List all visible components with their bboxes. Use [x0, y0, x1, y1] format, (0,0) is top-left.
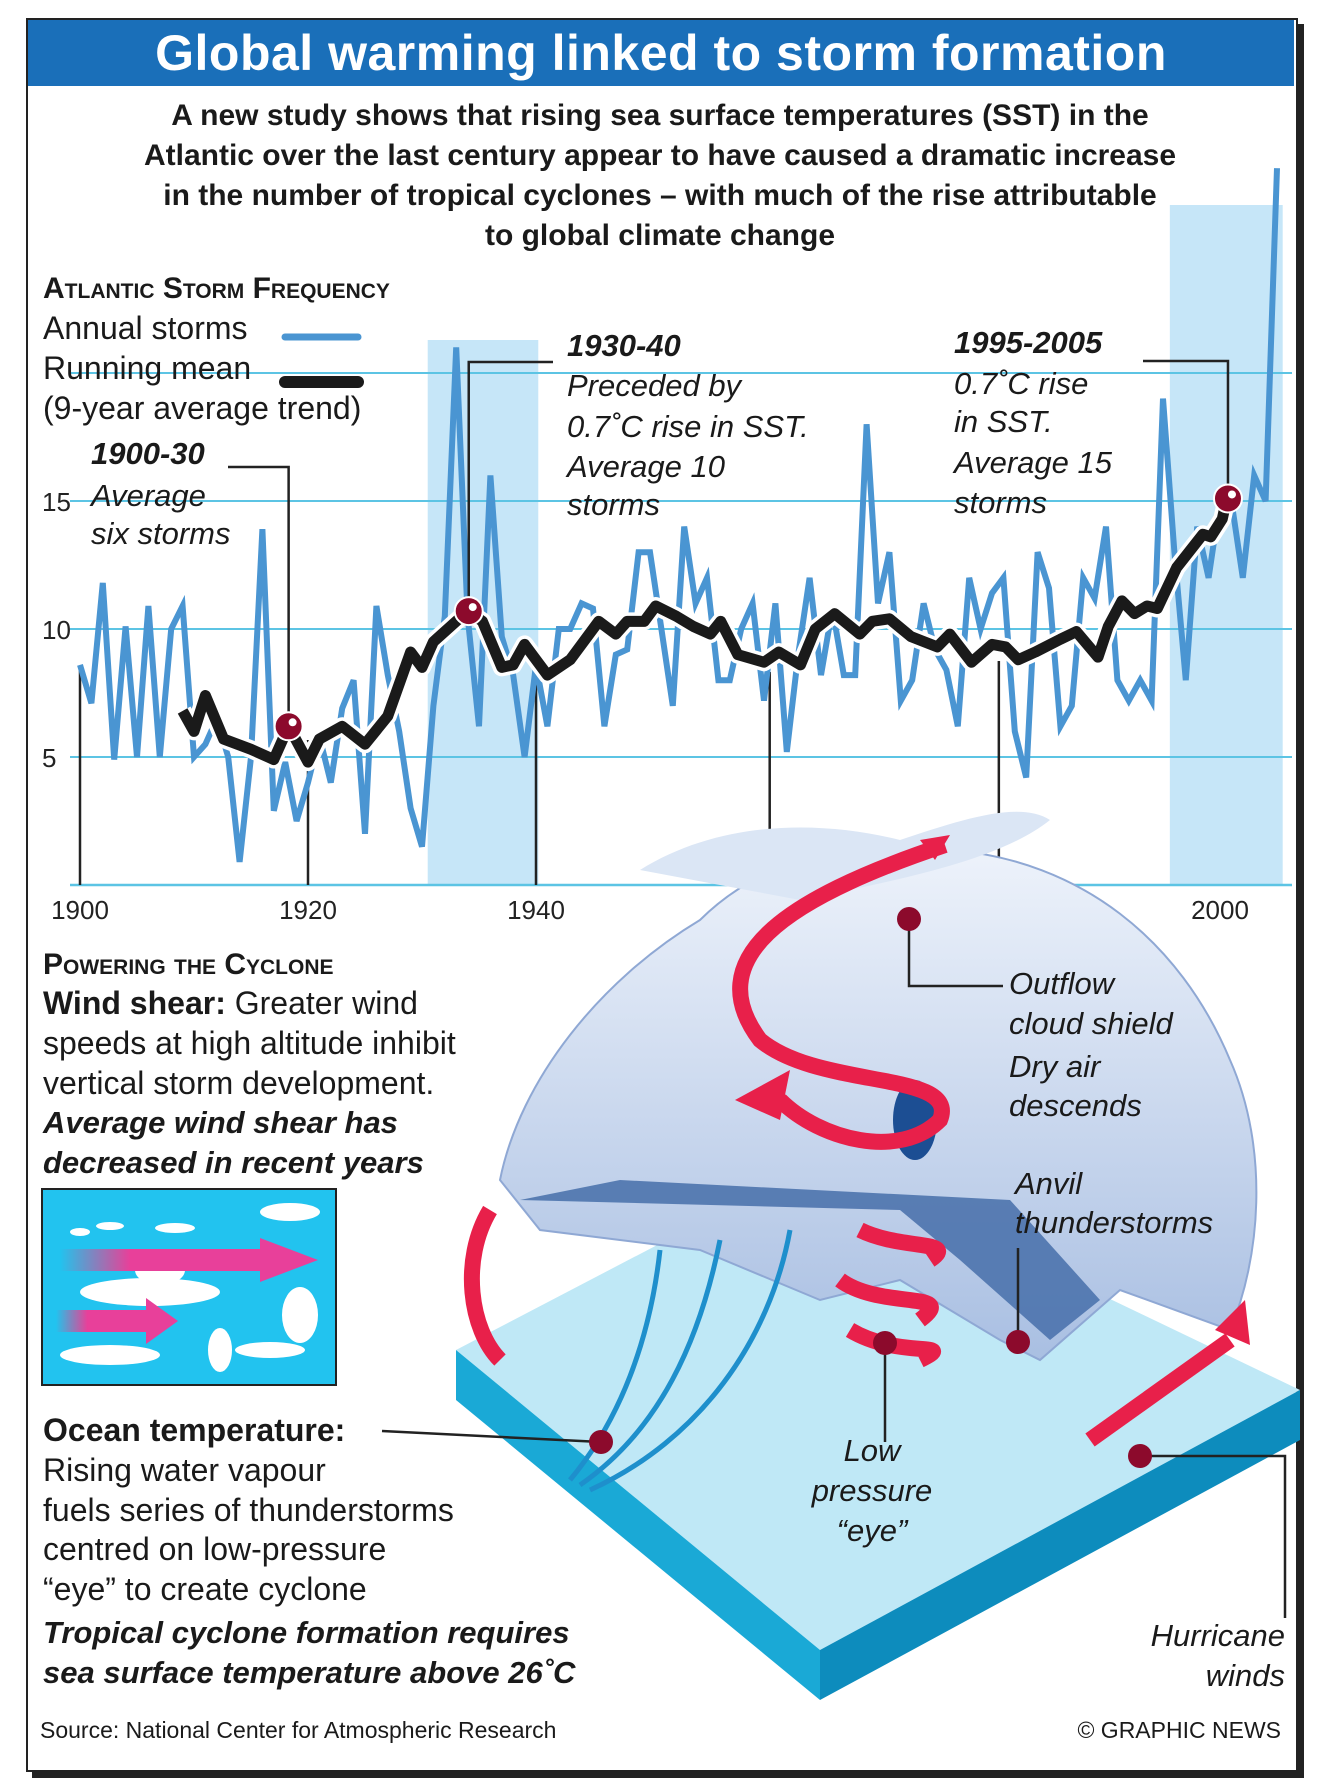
running-mean-line — [177, 497, 1233, 768]
ocean-slab — [456, 1160, 1300, 1700]
wind-shear-line: vertical storm development. — [43, 1065, 435, 1101]
annotation-marker — [273, 711, 304, 742]
annotation-text: storms — [954, 485, 1047, 520]
legend-annual-label: Annual storms — [43, 310, 248, 346]
ocean-emphasis: Tropical cyclone formation requires — [43, 1615, 570, 1650]
marker-highlight — [468, 603, 477, 612]
y-tick-label: 10 — [42, 615, 71, 645]
hurricane-winds-arrowhead — [1215, 1300, 1250, 1345]
marker-highlight — [288, 718, 297, 727]
annotation-leader — [1143, 359, 1230, 499]
credit: © GRAPHIC NEWS — [1077, 1717, 1281, 1743]
annotation-text: 0.7˚C rise in SST. — [567, 409, 809, 444]
wind-shear-text: Wind shear: Greater wind — [43, 985, 418, 1022]
updraft-arrows — [568, 1229, 793, 1493]
airflow-arrows — [463, 837, 1235, 1447]
wind-shear-emphasis: Average wind shear has — [43, 1105, 398, 1140]
annotation-1930-40-title: 1930-40 — [567, 328, 681, 363]
annotation-1900-30-title: 1900-30 — [91, 436, 205, 471]
winds-marker — [1128, 1444, 1152, 1468]
annotation-text: Average — [91, 478, 206, 513]
marker-highlight — [1227, 490, 1236, 499]
annotation-marker — [1212, 483, 1243, 514]
legend-mean-label: Running mean — [43, 350, 252, 386]
annotation-text: 0.7˚C rise — [954, 366, 1089, 401]
annotation-text: six storms — [91, 516, 231, 551]
x-tick-label: 1940 — [507, 895, 565, 925]
diagram-leaders — [381, 919, 1287, 1618]
intro-line: in the number of tropical cyclones – wit… — [163, 179, 1157, 212]
label-winds: Hurricane — [1150, 1618, 1285, 1653]
legend-note: (9-year average trend) — [43, 390, 362, 426]
annotation-leader — [228, 465, 290, 727]
ocean-line: fuels series of thunderstorms — [43, 1492, 454, 1528]
intro-text: A new study shows that rising sea surfac… — [40, 96, 1280, 256]
annotation-text: Average 10 — [567, 449, 725, 484]
annotation-1995-2005-title: 1995-2005 — [954, 325, 1103, 360]
outflow-arrowhead — [920, 835, 950, 860]
x-tick-label: 2000 — [1191, 895, 1249, 925]
label-outflow: cloud shield — [1009, 1006, 1173, 1041]
annotation-text: Preceded by — [567, 368, 742, 403]
intro-line: A new study shows that rising sea surfac… — [171, 99, 1149, 132]
ocean-emphasis: sea surface temperature above 26˚C — [43, 1655, 576, 1690]
label-eye: “eye” — [836, 1513, 908, 1548]
label-dry-air: descends — [1009, 1088, 1142, 1123]
x-tick-label: 1920 — [279, 895, 337, 925]
wind-shear-line: Greater wind — [225, 985, 418, 1021]
diagram-markers — [589, 907, 1152, 1468]
ocean-line: centred on low-pressure — [43, 1531, 387, 1567]
annotation-text: in SST. — [954, 404, 1053, 439]
label-outflow: Outflow — [1009, 966, 1115, 1001]
cloud-mass — [498, 811, 1258, 1362]
intro-line: Atlantic over the last century appear to… — [143, 139, 1177, 172]
annotation-text: storms — [567, 487, 660, 522]
wind-shear-line: speeds at high altitude inhibit — [43, 1025, 456, 1061]
eye-marker — [873, 1331, 897, 1355]
label-dry-air: Dry air — [1009, 1049, 1101, 1084]
wind-shear-inset — [41, 1188, 337, 1386]
chart-title: Atlantic Storm Frequency — [43, 272, 390, 305]
ocean-line: “eye” to create cyclone — [43, 1571, 367, 1607]
ocean-marker — [589, 1430, 613, 1454]
page-title: Global warming linked to storm formation — [28, 20, 1294, 86]
descending-arrowhead — [735, 1070, 790, 1120]
ocean-line: Rising water vapour — [43, 1452, 326, 1488]
label-anvil: thunderstorms — [1015, 1205, 1214, 1240]
annotation-text: Average 15 — [954, 445, 1112, 480]
wind-shear-label: Wind shear: — [43, 985, 226, 1021]
section-heading: Powering the Cyclone — [43, 948, 334, 981]
outflow-marker — [897, 907, 921, 931]
label-eye: Low — [843, 1433, 901, 1468]
x-tick-label: 1900 — [51, 895, 109, 925]
label-eye: pressure — [811, 1473, 933, 1508]
label-winds: winds — [1205, 1658, 1285, 1693]
source-note: Source: National Center for Atmospheric … — [40, 1717, 557, 1743]
ocean-temperature-label: Ocean temperature: — [43, 1412, 346, 1448]
intro-line: to global climate change — [484, 219, 836, 252]
annotation-leader — [467, 360, 553, 612]
wind-shear-emphasis: decreased in recent years — [43, 1145, 424, 1180]
label-anvil: Anvil — [1015, 1166, 1083, 1201]
anvil-marker — [1006, 1330, 1030, 1354]
y-tick-label: 15 — [42, 487, 71, 517]
annotation-marker — [453, 596, 484, 627]
y-tick-label: 5 — [42, 743, 56, 773]
